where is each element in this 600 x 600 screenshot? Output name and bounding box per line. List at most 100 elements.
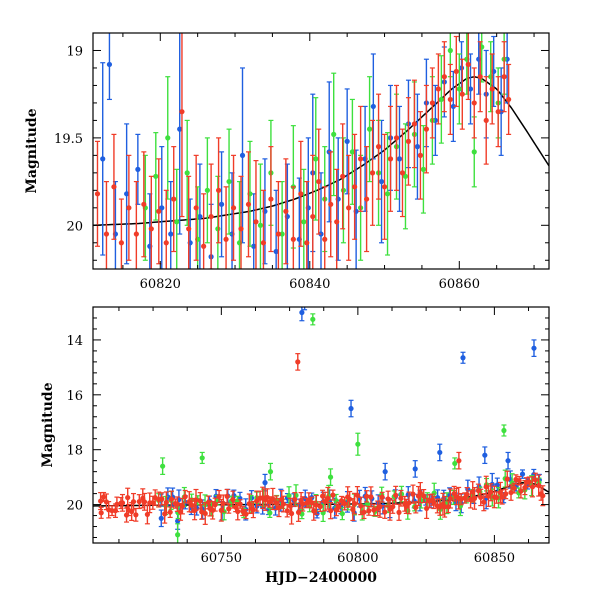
data-point	[460, 355, 466, 361]
data-point	[220, 500, 226, 507]
data-point	[260, 240, 267, 246]
data-point	[175, 518, 181, 524]
data-point	[273, 248, 279, 255]
data-point	[237, 501, 243, 507]
data-point	[193, 205, 199, 211]
data-point	[331, 131, 337, 137]
data-point	[254, 498, 260, 504]
data-point	[369, 170, 376, 176]
data-point	[193, 497, 199, 503]
x-tick-label: 60860	[439, 277, 480, 292]
data-point	[126, 205, 132, 211]
data-point	[438, 96, 444, 103]
data-point	[310, 213, 316, 220]
data-point	[233, 504, 239, 510]
data-point	[118, 240, 125, 246]
data-point	[135, 166, 141, 172]
data-point	[273, 500, 279, 506]
data-point	[215, 226, 221, 232]
data-point	[239, 152, 246, 158]
data-point	[124, 191, 130, 197]
data-point	[375, 144, 382, 150]
data-point	[177, 126, 183, 132]
data-point	[159, 496, 165, 502]
data-point	[167, 509, 173, 515]
data-point	[450, 103, 456, 110]
data-point	[393, 135, 400, 141]
data-point	[202, 510, 208, 517]
data-point	[347, 496, 353, 502]
x-tick-label: 60850	[474, 551, 515, 566]
data-point	[518, 488, 524, 494]
data-point	[417, 152, 424, 158]
bottom-panel-ticks: 60750 60800 60850 14 16 18 20	[66, 306, 549, 566]
data-point	[485, 493, 492, 499]
data-point	[379, 494, 385, 500]
y-tick-label: 20	[66, 499, 83, 514]
data-point	[516, 478, 522, 484]
data-point	[319, 493, 326, 499]
data-point	[366, 508, 372, 514]
data-point	[483, 117, 489, 124]
data-point	[531, 345, 537, 351]
data-point	[382, 509, 388, 515]
data-point	[133, 231, 139, 237]
data-point	[103, 231, 110, 237]
data-point	[208, 213, 214, 220]
data-point	[540, 493, 546, 499]
data-point	[275, 231, 281, 237]
data-point	[174, 219, 180, 225]
data-point	[179, 503, 185, 509]
data-point	[158, 515, 164, 521]
data-point	[295, 359, 301, 365]
data-point	[238, 226, 244, 232]
data-point	[223, 236, 229, 242]
data-point	[292, 496, 298, 503]
data-point	[378, 178, 385, 185]
data-point	[339, 511, 345, 517]
data-point	[284, 508, 290, 514]
data-point	[344, 138, 350, 144]
data-point	[435, 86, 441, 92]
data-point	[340, 173, 346, 179]
data-point	[504, 476, 510, 482]
data-point	[467, 86, 474, 92]
data-point	[186, 226, 192, 232]
data-point	[447, 47, 453, 54]
data-point	[224, 493, 230, 499]
data-point	[328, 508, 334, 514]
data-point	[501, 74, 507, 80]
data-point	[368, 494, 374, 500]
data-point	[403, 503, 409, 509]
data-point	[420, 166, 427, 172]
data-point	[226, 178, 232, 185]
data-point	[114, 501, 120, 507]
data-point	[235, 508, 241, 515]
data-point	[106, 61, 113, 68]
data-point	[304, 240, 310, 246]
data-point	[288, 510, 295, 517]
data-point	[361, 509, 367, 515]
data-point	[98, 498, 104, 504]
data-point	[327, 474, 334, 480]
top-panel-ticks: 60820 60840 60860 19 19.5 20	[54, 32, 549, 292]
data-point	[387, 156, 394, 162]
data-point	[100, 156, 106, 162]
data-point	[163, 499, 169, 505]
data-point	[442, 504, 448, 510]
data-point	[384, 191, 391, 197]
data-point	[511, 485, 517, 491]
bottom-panel: 60750 60800 60850 14 16 18 20 Magnitude HJD−24…	[40, 306, 550, 586]
data-point	[471, 495, 478, 501]
y-tick-label: 16	[66, 389, 83, 404]
data-point	[171, 196, 177, 202]
data-point	[412, 466, 418, 472]
data-point	[218, 201, 225, 207]
data-point	[280, 501, 287, 507]
data-point	[423, 126, 430, 132]
data-point	[317, 503, 323, 510]
data-point	[536, 482, 542, 489]
data-point	[441, 74, 447, 80]
data-point	[421, 493, 427, 499]
data-point	[406, 500, 412, 506]
